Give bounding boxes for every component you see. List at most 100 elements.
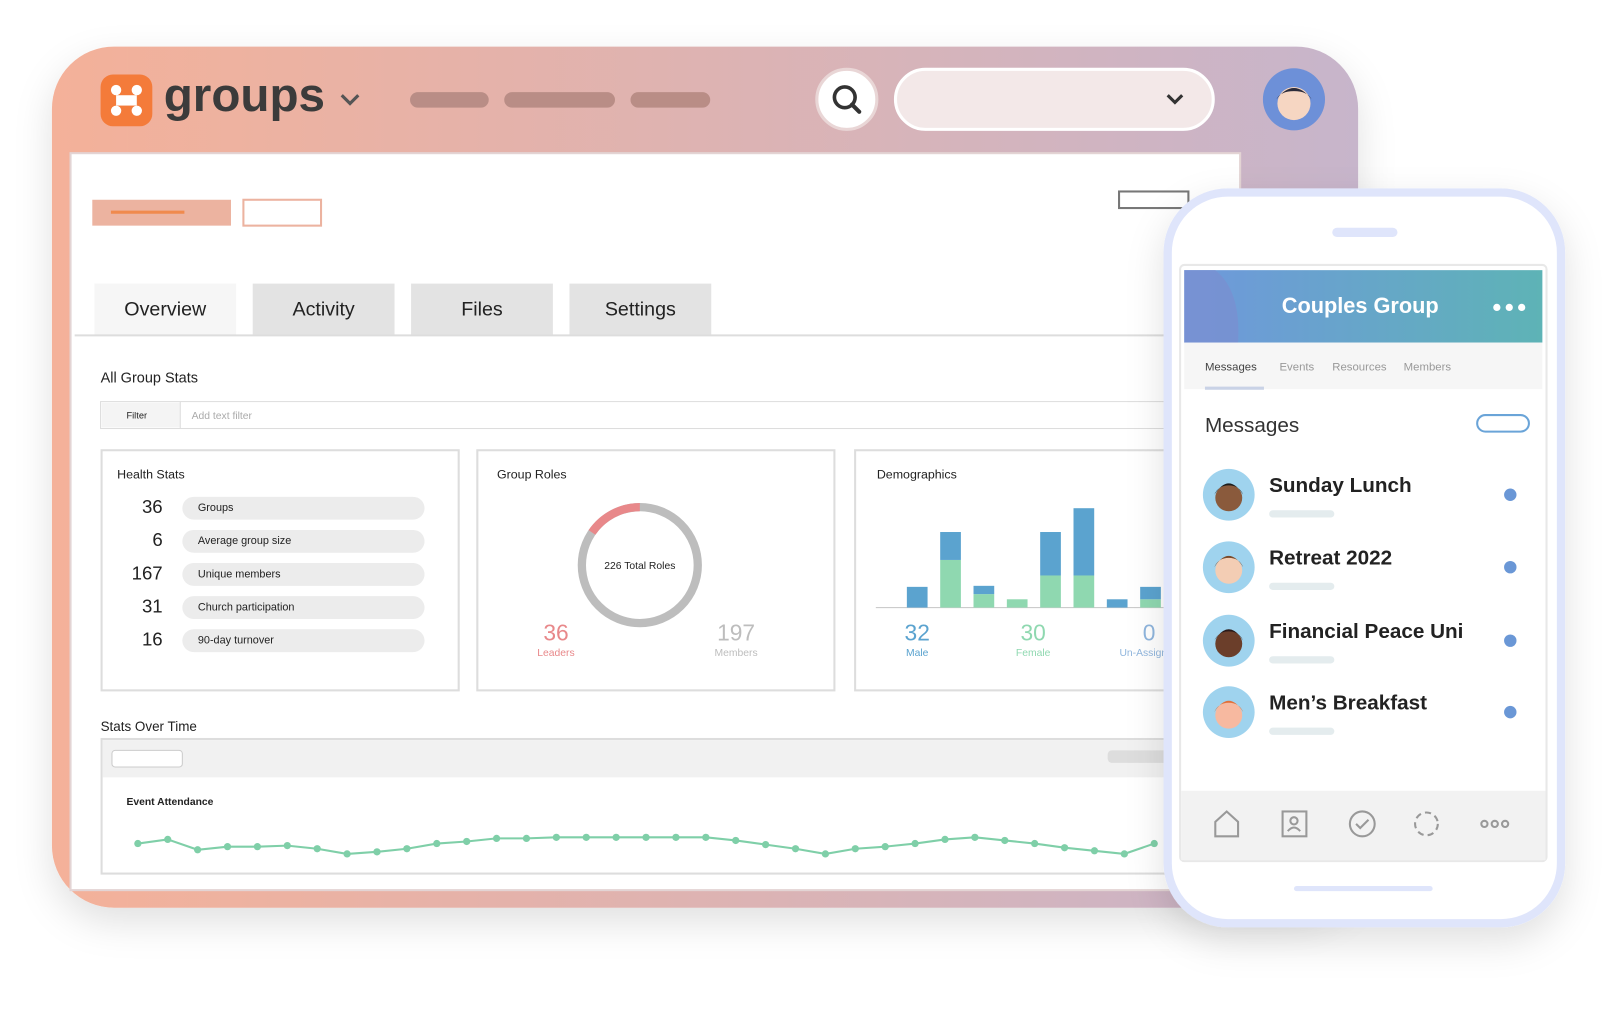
stat-value: 6 bbox=[152, 529, 162, 550]
unread-dot bbox=[1504, 705, 1517, 719]
search-icon bbox=[849, 102, 862, 114]
header-shape bbox=[1184, 270, 1239, 343]
unread-dot bbox=[1504, 634, 1517, 647]
stat-pill bbox=[182, 496, 425, 520]
bar-segment bbox=[1040, 575, 1061, 608]
stat-label: Groups bbox=[198, 502, 234, 514]
avatar-hair bbox=[1276, 87, 1312, 100]
attendance-point bbox=[971, 833, 979, 841]
bar-segment bbox=[1006, 599, 1028, 608]
chart-title: Event Attendance bbox=[126, 797, 213, 808]
stat-pill bbox=[182, 596, 425, 619]
message-preview bbox=[1269, 510, 1335, 518]
avatar-face bbox=[1215, 701, 1243, 729]
attendance-point bbox=[283, 842, 291, 850]
stat-value: 16 bbox=[142, 629, 163, 650]
message-preview bbox=[1269, 656, 1335, 664]
attendance-point bbox=[403, 845, 411, 853]
attendance-point bbox=[164, 835, 172, 844]
phone-button[interactable] bbox=[1476, 414, 1530, 433]
toolbar-button[interactable] bbox=[111, 749, 183, 768]
dropdown[interactable] bbox=[893, 67, 1215, 131]
attendance-point bbox=[1090, 847, 1099, 855]
attendance-point bbox=[1120, 850, 1128, 858]
tab[interactable] bbox=[94, 283, 237, 336]
phone-speaker bbox=[1332, 227, 1398, 238]
tab[interactable] bbox=[252, 283, 395, 336]
bar-segment bbox=[973, 585, 995, 595]
button[interactable] bbox=[242, 198, 323, 227]
bar-segment bbox=[906, 586, 928, 608]
tab[interactable] bbox=[411, 283, 553, 336]
card-title: Health Stats bbox=[117, 467, 185, 481]
attendance-point bbox=[463, 837, 471, 846]
search-button[interactable] bbox=[815, 67, 879, 131]
bar-segment bbox=[973, 594, 995, 608]
stat-label: Average group size bbox=[198, 535, 291, 547]
demo-label: Male bbox=[906, 648, 929, 659]
bar-segment bbox=[940, 532, 961, 560]
donut-center-label: 226 Total Roles bbox=[604, 561, 675, 572]
more-button[interactable] bbox=[1493, 303, 1526, 312]
filter-input[interactable]: Add text filter bbox=[192, 411, 253, 422]
home-indicator bbox=[1293, 885, 1433, 892]
attendance-point bbox=[642, 833, 650, 841]
phone-tab[interactable]: Resources bbox=[1332, 361, 1387, 373]
message-title[interactable]: Sunday Lunch bbox=[1269, 474, 1412, 497]
phone-heading: Messages bbox=[1205, 414, 1299, 437]
stat-value: 167 bbox=[132, 562, 163, 583]
avatar-hair bbox=[1214, 700, 1244, 713]
bar-segment bbox=[1106, 599, 1128, 608]
nav-pill[interactable] bbox=[630, 92, 711, 108]
attendance-point bbox=[373, 848, 381, 856]
avatar-face bbox=[1215, 484, 1243, 512]
avatar-hair bbox=[1214, 483, 1244, 495]
chevron[interactable] bbox=[340, 94, 360, 106]
role-label: Members bbox=[715, 648, 758, 659]
bar-segment bbox=[1073, 575, 1095, 608]
attendance-point bbox=[492, 834, 501, 843]
attendance-point bbox=[1031, 839, 1039, 848]
phone-screen bbox=[1179, 263, 1548, 863]
button[interactable] bbox=[1118, 190, 1190, 210]
message-title[interactable]: Retreat 2022 bbox=[1269, 546, 1392, 569]
avatar-face bbox=[1277, 86, 1311, 121]
attendance-point bbox=[193, 846, 202, 854]
role-value: 197 bbox=[717, 619, 755, 645]
stat-pill bbox=[182, 529, 425, 553]
phone-tab[interactable]: Members bbox=[1404, 361, 1452, 373]
attendance-point bbox=[313, 845, 321, 853]
phone-tab[interactable]: Messages bbox=[1205, 361, 1257, 373]
tab-label: Settings bbox=[605, 299, 676, 321]
role-label: Leaders bbox=[537, 648, 574, 659]
message-preview bbox=[1269, 727, 1335, 735]
tab-label: Files bbox=[461, 299, 503, 321]
attendance-point bbox=[821, 850, 830, 858]
message-title[interactable]: Men’s Breakfast bbox=[1269, 691, 1427, 714]
attendance-point bbox=[851, 845, 859, 853]
nav-icons[interactable] bbox=[1214, 810, 1510, 838]
unread-dot bbox=[1504, 488, 1517, 501]
stat-pill bbox=[182, 629, 425, 653]
attendance-point bbox=[1001, 836, 1009, 845]
toolbar-button[interactable] bbox=[1107, 750, 1170, 763]
nav-pill[interactable] bbox=[410, 92, 489, 108]
stat-value: 36 bbox=[142, 496, 163, 517]
logo-text[interactable]: groups bbox=[164, 69, 325, 122]
tab[interactable] bbox=[569, 283, 712, 336]
nav-pill[interactable] bbox=[504, 92, 615, 108]
message-title[interactable]: Financial Peace Uni bbox=[1269, 620, 1463, 643]
demo-value: 0 bbox=[1143, 619, 1156, 645]
filter-box[interactable] bbox=[100, 401, 1168, 430]
phone-tab[interactable]: Events bbox=[1279, 361, 1314, 373]
role-value: 36 bbox=[543, 619, 568, 645]
attendance-point bbox=[732, 836, 740, 845]
bar-segment bbox=[1140, 599, 1161, 608]
attendance-point bbox=[761, 840, 770, 849]
demo-label: Un-Assigned bbox=[1119, 648, 1178, 659]
attendance-point bbox=[223, 843, 232, 851]
unread-dot bbox=[1504, 560, 1517, 574]
stat-label: 90-day turnover bbox=[198, 635, 274, 647]
bar-segment bbox=[1073, 508, 1095, 576]
